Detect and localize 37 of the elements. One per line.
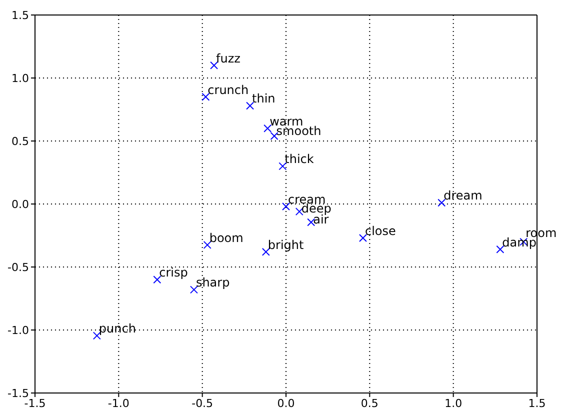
annotation: punch bbox=[98, 322, 136, 336]
point bbox=[190, 286, 198, 294]
annotation: fuzz bbox=[216, 51, 240, 66]
y-tick-label: 0.0 bbox=[12, 198, 29, 211]
annotation: crisp bbox=[159, 266, 188, 280]
annotation: close bbox=[364, 224, 396, 238]
y-tick-label: 1.5 bbox=[12, 8, 29, 22]
point bbox=[264, 124, 272, 132]
x-tick-label: -1.0 bbox=[108, 396, 130, 410]
annotation: crunch bbox=[208, 82, 249, 97]
point bbox=[92, 332, 101, 340]
x-tick-label: -0.5 bbox=[192, 396, 214, 410]
point bbox=[202, 92, 210, 101]
point bbox=[262, 248, 270, 256]
point bbox=[246, 102, 254, 110]
point bbox=[282, 202, 290, 211]
y-tick-label: -1.0 bbox=[8, 324, 29, 337]
point bbox=[210, 61, 218, 70]
point bbox=[278, 162, 287, 170]
annotation: warm bbox=[270, 114, 304, 128]
annotation: dream bbox=[444, 188, 482, 203]
x-tick-label: 0.5 bbox=[360, 396, 378, 410]
annotation: thin bbox=[252, 92, 276, 106]
point bbox=[438, 198, 446, 207]
y-tick-label: -0.5 bbox=[8, 260, 29, 274]
y-tick-label: 1.0 bbox=[12, 72, 29, 85]
point bbox=[358, 234, 367, 242]
y-tick-label: 0.5 bbox=[12, 134, 29, 148]
x-tick-label: 1.0 bbox=[444, 396, 462, 410]
annotation: boom bbox=[209, 230, 244, 245]
x-tick-label: 0.0 bbox=[277, 396, 295, 410]
point bbox=[203, 240, 212, 249]
annotation: sharp bbox=[196, 276, 230, 290]
point bbox=[153, 276, 162, 284]
x-tick-label: 1.5 bbox=[528, 396, 546, 410]
annotation: thick bbox=[284, 152, 314, 166]
annotation: bright bbox=[268, 238, 304, 252]
